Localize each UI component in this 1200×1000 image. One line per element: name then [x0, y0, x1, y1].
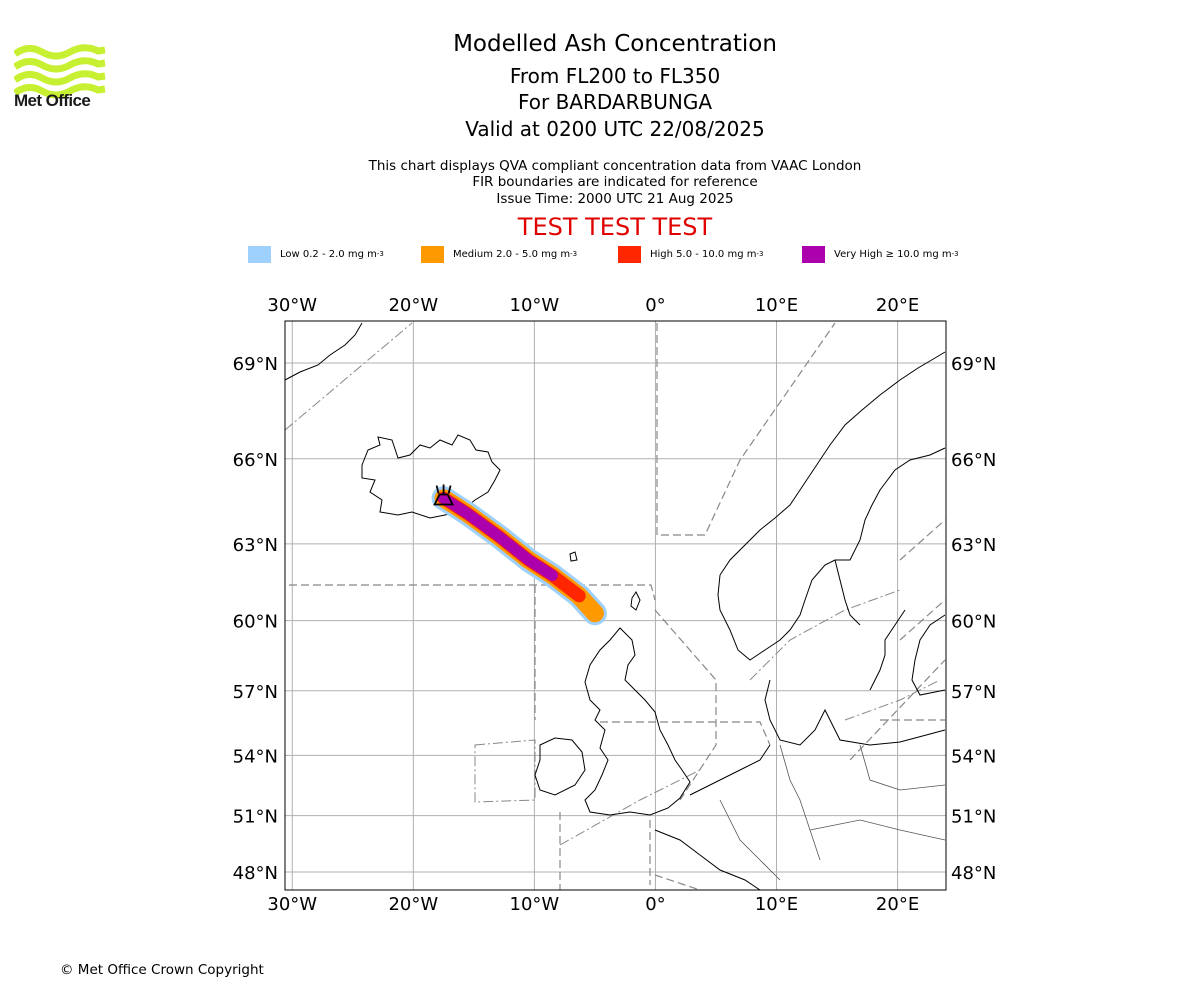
volcano-name: For BARDARBUNGA: [517, 90, 713, 114]
lon-tick-label-bottom: 0°: [645, 894, 665, 915]
lon-tick-label-top: 10°W: [510, 295, 560, 316]
legend-label-medium: Medium 2.0 - 5.0 mg m: [453, 248, 571, 260]
lon-tick-label-top: 20°W: [388, 295, 438, 316]
met-office-logo: [14, 44, 106, 99]
lon-tick-label-bottom: 20°W: [388, 894, 438, 915]
legend-sup-very-high: -3: [951, 250, 959, 258]
country-borders: [719, 744, 946, 881]
copyright: © Met Office Crown Copyright: [60, 962, 264, 978]
legend-label-very-high: Very High ≥ 10.0 mg m: [834, 248, 952, 260]
lat-tick-label-left: 60°N: [233, 612, 278, 633]
lat-tick-label-left: 66°N: [233, 450, 278, 471]
tick-labels: 30°W 30°W 20°W 20°W 10°W 10°W 0° 0° 10°E 10°E 20°E…: [233, 295, 997, 915]
map-frame: [284, 320, 947, 891]
lon-tick-label-top: 30°W: [267, 295, 317, 316]
legend-sup-high: -3: [756, 250, 764, 258]
info-compliance: This chart displays QVA compliant concen…: [368, 158, 862, 174]
lat-tick-label-left: 48°N: [233, 863, 278, 884]
lon-tick-label-top: 0°: [645, 295, 665, 316]
legend-low: Low 0.2 - 2.0 mg m -3: [248, 244, 384, 264]
lat-tick-label-right: 63°N: [951, 535, 996, 556]
volcano-icon: [433, 484, 455, 506]
legend-label-high: High 5.0 - 10.0 mg m: [650, 248, 757, 260]
fir-boundaries: [289, 322, 946, 890]
legend-sup-low: -3: [376, 250, 384, 258]
fir-boundaries-dashdot: [285, 322, 941, 846]
lat-tick-label-left: 63°N: [233, 535, 278, 556]
legend-swatch-very-high: [802, 245, 825, 263]
plume-very-high: [438, 492, 559, 581]
lat-tick-label-left: 69°N: [233, 354, 278, 375]
lat-tick-label-left: 51°N: [233, 807, 278, 828]
lat-tick-label-right: 69°N: [951, 354, 996, 375]
lat-tick-label-right: 54°N: [951, 746, 996, 767]
legend-very-high: Very High ≥ 10.0 mg m -3: [802, 244, 959, 264]
lon-tick-label-bottom: 10°W: [510, 894, 560, 915]
legend-swatch-medium: [421, 245, 444, 263]
lon-tick-label-bottom: 30°W: [267, 894, 317, 915]
lon-tick-label-top: 10°E: [755, 295, 798, 316]
legend-swatch-high: [618, 245, 641, 263]
lat-tick-label-right: 51°N: [951, 807, 996, 828]
lat-tick-label-right: 57°N: [951, 682, 996, 703]
lon-tick-label-bottom: 20°E: [876, 894, 919, 915]
logo-wordmark: Met Office: [14, 91, 91, 110]
legend-high: High 5.0 - 10.0 mg m -3: [618, 244, 763, 264]
legend-sup-medium: -3: [570, 250, 578, 258]
legend-swatch-low: [248, 245, 271, 263]
lat-tick-label-right: 66°N: [951, 450, 996, 471]
valid-time: Valid at 0200 UTC 22/08/2025: [465, 117, 765, 141]
issue-time: Issue Time: 2000 UTC 21 Aug 2025: [496, 191, 734, 207]
lat-tick-label-left: 54°N: [233, 746, 278, 767]
chart-title: Modelled Ash Concentration: [453, 31, 777, 57]
info-fir: FIR boundaries are indicated for referen…: [472, 174, 758, 190]
flight-level-range: From FL200 to FL350: [509, 64, 721, 88]
legend-label-low: Low 0.2 - 2.0 mg m: [280, 248, 377, 260]
legend-medium: Medium 2.0 - 5.0 mg m -3: [421, 244, 577, 264]
lat-tick-label-left: 57°N: [233, 682, 278, 703]
ash-plume: [431, 486, 607, 626]
test-banner: TEST TEST TEST: [517, 213, 713, 241]
lat-tick-label-right: 48°N: [951, 863, 996, 884]
graticule: [285, 321, 946, 890]
coastlines: [285, 322, 946, 890]
lon-tick-label-top: 20°E: [876, 295, 919, 316]
lat-tick-label-right: 60°N: [951, 612, 996, 633]
lon-tick-label-bottom: 10°E: [755, 894, 798, 915]
